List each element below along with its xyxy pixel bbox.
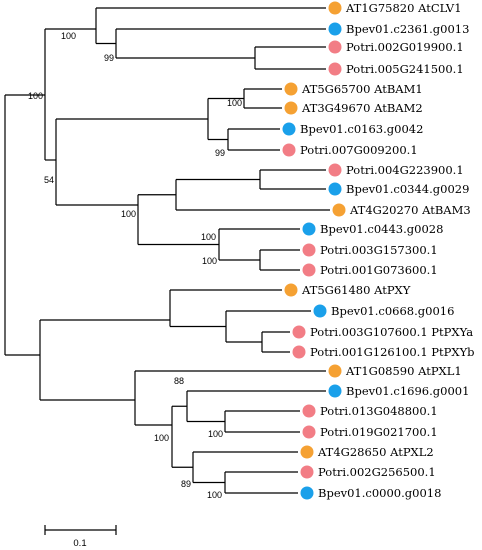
support-value: 100	[202, 256, 217, 266]
leaf-marker-potri	[328, 163, 342, 177]
support-value: 100	[61, 31, 76, 41]
support-value: 99	[104, 53, 114, 63]
leaf-marker-potri	[292, 325, 306, 339]
leaf-label: AT1G08590 AtPXL1	[345, 364, 462, 378]
leaf-label: Bpev01.c0668.g0016	[331, 304, 454, 318]
scale-bar-label: 0.1	[73, 538, 86, 549]
support-value: 89	[181, 479, 191, 489]
support-value: 88	[174, 376, 184, 386]
leaf-label: AT5G61480 AtPXY	[301, 283, 411, 297]
leaf-label: Bpev01.c1696.g0001	[346, 384, 469, 398]
leaf-marker-potri	[302, 263, 316, 277]
leaf-label: Potri.003G157300.1	[320, 243, 438, 257]
leaf-marker-bpev	[313, 304, 327, 318]
leaf-label: Bpev01.c2361.g0013	[346, 22, 469, 36]
leaf-nodes: AT1G75820 AtCLV1 Bpev01.c2361.g0013 Potri.…	[282, 1, 475, 500]
leaf-marker-arabidopsis	[328, 364, 342, 378]
leaf-marker-bpev	[300, 486, 314, 500]
leaf-label: Bpev01.c0443.g0028	[320, 222, 443, 236]
leaf-marker-arabidopsis	[284, 101, 298, 115]
leaf-label: Potri.002G019900.1	[346, 40, 464, 54]
support-value: 100	[227, 98, 242, 108]
leaf-label: Bpev01.c0000.g0018	[318, 486, 441, 500]
leaf-label: Potri.019G021700.1	[320, 425, 438, 439]
leaf-label: Potri.001G126100.1 PtPXYb	[310, 345, 475, 359]
leaf-marker-potri	[302, 404, 316, 418]
leaf-label: AT4G20270 AtBAM3	[349, 203, 471, 217]
leaf-label: AT5G65700 AtBAM1	[301, 82, 423, 96]
leaf-label: Potri.001G073600.1	[320, 263, 438, 277]
leaf-label: Potri.013G048800.1	[320, 404, 438, 418]
leaf-label: Bpev01.c0344.g0029	[346, 182, 469, 196]
leaf-marker-potri	[328, 62, 342, 76]
leaf-marker-potri	[302, 425, 316, 439]
leaf-marker-bpev	[302, 222, 316, 236]
support-value: 100	[154, 433, 169, 443]
leaf-label: Potri.005G241500.1	[346, 62, 464, 76]
leaf-marker-arabidopsis	[284, 82, 298, 96]
leaf-marker-bpev	[328, 22, 342, 36]
leaf-marker-bpev	[282, 122, 296, 136]
support-value: 100	[121, 209, 136, 219]
leaf-marker-potri	[302, 243, 316, 257]
leaf-marker-potri	[292, 345, 306, 359]
support-value: 54	[44, 175, 54, 185]
scale-bar: 0.1	[44, 525, 117, 549]
leaf-label: AT4G28650 AtPXL2	[317, 445, 434, 459]
leaf-label: Potri.003G107600.1 PtPXYa	[310, 325, 473, 339]
leaf-marker-potri	[328, 40, 342, 54]
leaf-marker-arabidopsis	[284, 283, 298, 297]
leaf-marker-arabidopsis	[328, 1, 342, 15]
leaf-label: Bpev01.c0163.g0042	[300, 122, 423, 136]
leaf-label: Potri.004G223900.1	[346, 163, 464, 177]
leaf-label: AT1G75820 AtCLV1	[345, 1, 462, 15]
support-value: 99	[215, 148, 225, 158]
support-value: 100	[28, 91, 43, 101]
leaf-label: Potri.002G256500.1	[318, 465, 436, 479]
leaf-marker-potri	[300, 465, 314, 479]
leaf-label: AT3G49670 AtBAM2	[301, 101, 423, 115]
leaf-marker-bpev	[328, 182, 342, 196]
leaf-marker-arabidopsis	[332, 203, 346, 217]
tree-branches	[4, 7, 330, 494]
support-value: 100	[207, 490, 222, 500]
support-value: 100	[208, 429, 223, 439]
leaf-marker-arabidopsis	[300, 445, 314, 459]
leaf-marker-bpev	[328, 384, 342, 398]
leaf-marker-potri	[282, 143, 296, 157]
bootstrap-values: 100 99 100 100 99 54 100 100 100 88 100 …	[28, 31, 242, 500]
support-value: 100	[201, 232, 216, 242]
leaf-label: Potri.007G009200.1	[300, 143, 418, 157]
